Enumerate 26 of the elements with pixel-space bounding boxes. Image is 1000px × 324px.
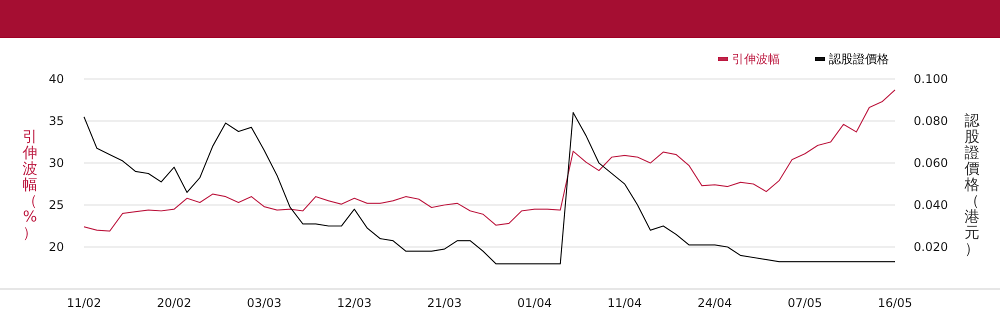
- x-tick-label: 21/03: [427, 296, 462, 310]
- text: 認股證價格（港元）: [964, 111, 980, 258]
- x-tick-label: 03/03: [246, 296, 282, 310]
- y-tick-label: 30: [48, 156, 64, 170]
- x-tick-label: 24/04: [697, 296, 732, 310]
- x-tick-label: 12/03: [337, 296, 372, 310]
- y-tick-label: 35: [48, 114, 64, 128]
- y-axis-title: 引伸波幅（%）: [22, 127, 38, 242]
- y2-tick-label: 0.100: [914, 72, 948, 86]
- y2-tick-label: 0.040: [914, 198, 948, 212]
- x-tick-label: 11/02: [66, 296, 102, 310]
- y2-tick-label: 0.060: [914, 156, 948, 170]
- line-series: [83, 89, 896, 232]
- legend-label: 引伸波幅: [732, 52, 780, 66]
- legend-label: 認股證價格: [829, 52, 889, 66]
- y-tick-label: 20: [48, 240, 64, 254]
- y2-tick-label: 0.020: [914, 240, 948, 254]
- line-series: [83, 112, 896, 264]
- x-tick-label: 11/04: [607, 296, 642, 310]
- x-tick-label: 20/02: [156, 296, 192, 310]
- y-tick-label: 25: [48, 198, 64, 212]
- x-tick-label: 07/05: [788, 296, 822, 310]
- x-tick-label: 16/05: [878, 296, 912, 310]
- x-tick-label: 01/04: [517, 296, 552, 310]
- y-tick-label: 40: [48, 72, 64, 86]
- y2-tick-label: 0.080: [914, 114, 948, 128]
